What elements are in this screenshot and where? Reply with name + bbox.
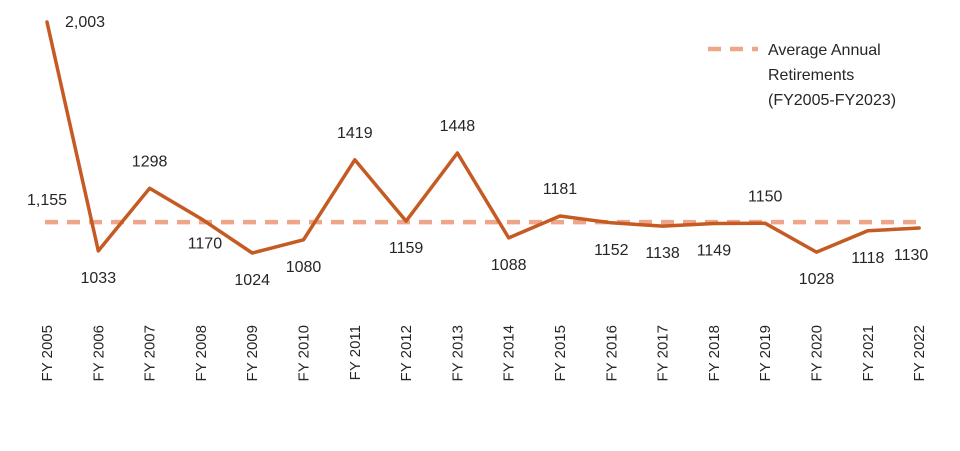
data-point <box>507 236 511 240</box>
data-label: 1152 <box>594 242 629 259</box>
data-label: 1170 <box>188 236 223 253</box>
data-point <box>661 224 665 228</box>
data-label: 1149 <box>697 243 732 260</box>
x-tick-label: FY 2017 <box>655 325 672 381</box>
data-point <box>199 217 203 221</box>
x-tick-label: FY 2021 <box>860 325 877 381</box>
x-tick-label: FY 2018 <box>706 325 723 381</box>
data-point <box>917 226 921 230</box>
data-label: 2,003 <box>65 14 105 31</box>
data-point <box>712 222 716 226</box>
data-point <box>250 251 254 255</box>
data-label: 1118 <box>851 250 884 267</box>
data-label: 1130 <box>894 247 929 264</box>
data-point <box>609 221 613 225</box>
x-tick-label: FY 2016 <box>603 325 620 381</box>
data-label: 1024 <box>234 272 270 289</box>
x-tick-label: FY 2019 <box>757 325 774 381</box>
data-point <box>815 250 818 254</box>
data-label: 1080 <box>286 259 322 276</box>
x-tick-label: FY 2015 <box>552 325 569 381</box>
x-tick-label: FY 2006 <box>90 325 107 381</box>
data-point <box>302 238 305 242</box>
data-point <box>96 249 100 253</box>
data-point <box>148 186 152 190</box>
x-tick-label: FY 2008 <box>193 325 210 381</box>
data-label: 1298 <box>132 153 168 170</box>
x-tick-label: FY 2012 <box>398 325 415 381</box>
x-axis: FY 2005 FY 2006 FY 2007 FY 2008 FY 2009 FY 20… <box>39 325 928 381</box>
legend-label-line-2: Retirements <box>768 67 854 84</box>
x-tick-label: FY 2005 <box>39 325 56 381</box>
data-label: 1033 <box>81 270 117 287</box>
x-tick-label: FY 2010 <box>296 325 313 381</box>
data-label: 1028 <box>799 271 835 288</box>
data-point <box>353 158 357 162</box>
x-tick-label: FY 2011 <box>347 325 364 380</box>
data-label: 1150 <box>748 188 783 205</box>
data-point <box>763 221 767 225</box>
data-point <box>455 151 459 155</box>
legend: Average Annual Retirements (FY2005-FY202… <box>708 42 896 109</box>
average-value-label: 1,155 <box>27 192 67 209</box>
legend-label-line-1: Average Annual <box>768 42 881 59</box>
data-label: 1448 <box>440 118 476 135</box>
data-label: 1419 <box>337 125 373 142</box>
series-line <box>45 20 921 255</box>
data-point <box>558 214 562 218</box>
x-tick-label: FY 2022 <box>911 325 928 381</box>
data-point <box>45 20 49 24</box>
data-label: 1159 <box>389 240 424 257</box>
legend-label-line-3: (FY2005-FY2023) <box>768 92 896 109</box>
x-tick-label: FY 2007 <box>142 325 159 381</box>
x-tick-label: FY 2009 <box>244 325 261 381</box>
x-tick-label: FY 2014 <box>501 325 518 381</box>
data-label: 1138 <box>645 245 680 262</box>
data-point <box>404 219 408 223</box>
x-tick-label: FY 2013 <box>449 325 466 381</box>
data-point <box>866 229 870 233</box>
x-tick-label: FY 2020 <box>809 325 826 381</box>
data-label: 1181 <box>543 181 578 198</box>
data-label: 1088 <box>491 257 527 274</box>
